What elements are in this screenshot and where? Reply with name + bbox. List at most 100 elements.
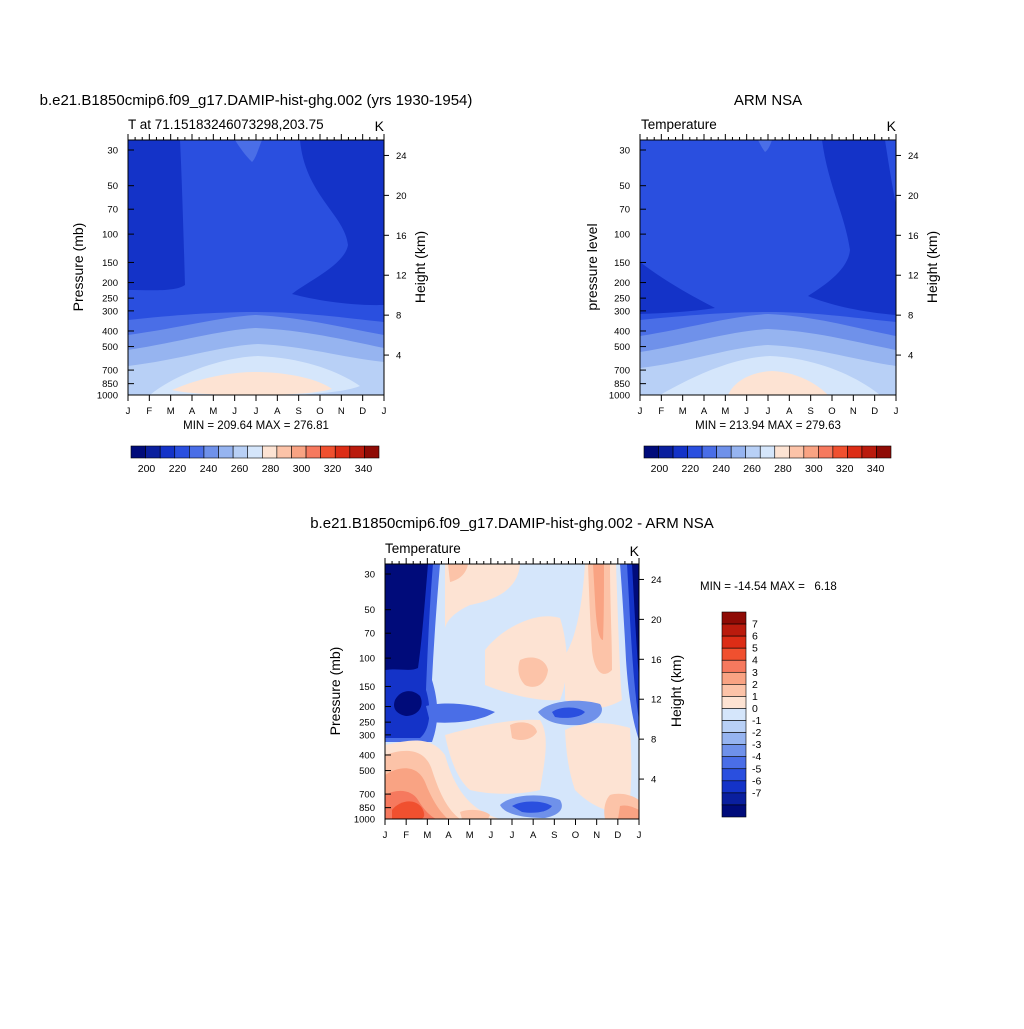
panel-diff-contours	[385, 564, 639, 819]
panel-model-colorbar-box	[276, 445, 292, 459]
panel-model-y2tick-label: 20	[396, 191, 407, 202]
panel-obs-xtick-label: J	[744, 406, 749, 417]
panel-diff-y2tick-label: 4	[651, 775, 656, 786]
panel-obs-colorbar-label: 320	[836, 463, 854, 475]
panel-model-xtick-label: N	[338, 406, 345, 417]
panel-obs-colorbar-box	[759, 445, 776, 459]
panel-diff-colorbar-box	[721, 696, 747, 709]
panel-diff-y2tick-label: 20	[651, 615, 662, 626]
panel-model-ytick-label: 500	[102, 342, 118, 353]
panel-model: b.e21.B1850cmip6.f09_g17.DAMIP-hist-ghg.…	[40, 92, 473, 475]
panel-model-colorbar-label: 320	[324, 463, 342, 475]
panel-diff-xtick-label: M	[423, 830, 431, 841]
panel-model-colorbar-box	[364, 445, 380, 459]
panel-obs-xtick-label: J	[766, 406, 771, 417]
panel-diff-colorbar-box	[721, 635, 747, 649]
panel-model-colorbar-box	[130, 445, 146, 459]
panel-diff-colorbar-label: 7	[752, 619, 758, 631]
panel-model-colorbar-label: 240	[200, 463, 218, 475]
panel-model-ytick-label: 400	[102, 326, 118, 337]
panel-diff: b.e21.B1850cmip6.f09_g17.DAMIP-hist-ghg.…	[310, 515, 837, 841]
panel-diff-colorbar-box	[721, 659, 747, 673]
panel-obs-y2tick-label: 12	[908, 271, 919, 282]
panel-obs-colorbar-box	[832, 445, 848, 459]
panel-obs-y2tick-label: 16	[908, 231, 919, 242]
panel-obs-colorbar-label: 240	[712, 463, 730, 475]
panel-diff-ylabel: Pressure (mb)	[327, 647, 343, 736]
panel-obs-ylabel: pressure level	[584, 223, 600, 310]
panel-diff-colorbar-label: 3	[752, 667, 758, 679]
panel-diff-colorbar-label: -4	[752, 751, 761, 763]
panel-obs-y2tick-label: 8	[908, 311, 913, 322]
panel-obs-ytick-label: 850	[614, 379, 630, 390]
panel-model-ytick-label: 70	[107, 205, 118, 216]
panel-model-title: b.e21.B1850cmip6.f09_g17.DAMIP-hist-ghg.…	[40, 92, 473, 109]
panel-diff-colorbar-box	[721, 804, 747, 818]
panel-diff-colorbar-box	[721, 708, 747, 721]
panel-model-colorbar-label: 340	[355, 463, 373, 475]
panel-diff-colorbar-box	[721, 732, 747, 745]
panel-model-subtitle: T at 71.15183246073298,203.75	[128, 117, 324, 132]
panel-diff-ytick-label: 700	[359, 790, 375, 801]
panel-obs-colorbar-box	[788, 445, 805, 459]
panel-obs-colorbar-box	[861, 445, 877, 459]
panel-diff-colorbar-label: 2	[752, 679, 758, 691]
panel-obs-ytick-label: 500	[614, 342, 630, 353]
panel-diff-colorbar-box	[721, 792, 747, 806]
panel-obs-colorbar-label: 220	[682, 463, 700, 475]
panel-diff-xtick-label: O	[572, 830, 579, 841]
panel-diff-xtick-label: F	[403, 830, 409, 841]
panel-obs-colorbar-box	[847, 445, 863, 459]
panel-model-y2tick-label: 8	[396, 311, 401, 322]
panel-obs-stats: MIN = 213.94 MAX = 279.63	[695, 420, 841, 432]
panel-model-colorbar-box	[145, 445, 161, 459]
panel-model-colorbar-label: 200	[138, 463, 156, 475]
panel-model-xtick-label: D	[359, 406, 366, 417]
panel-diff-ytick-label: 400	[359, 750, 375, 761]
panel-model-ytick-label: 250	[102, 294, 118, 305]
panel-diff-stats: MIN = -14.54 MAX = 6.18	[700, 581, 837, 593]
panel-model-xtick-label: O	[316, 406, 323, 417]
panel-model-colorbar-box	[261, 445, 278, 459]
panel-diff-xtick-label: J	[488, 830, 493, 841]
panel-obs-xtick-label: D	[871, 406, 878, 417]
panel-model-colorbar-box	[291, 445, 307, 459]
panel-model-stats: MIN = 209.64 MAX = 276.81	[183, 420, 329, 432]
panel-diff-colorbar-label: -2	[752, 727, 761, 739]
panel-diff-colorbar-label: 6	[752, 631, 758, 643]
panel-diff-ytick-label: 500	[359, 766, 375, 777]
panel-model-colorbar-box	[189, 445, 205, 459]
panel-model-xtick-label: A	[189, 406, 196, 417]
panel-diff-colorbar-box	[721, 744, 747, 758]
panel-obs-colorbar-box	[730, 445, 747, 459]
panel-obs-colorbar-box	[818, 445, 834, 459]
panel-model-colorbar-label: 220	[169, 463, 187, 475]
panel-model-colorbar-box	[247, 445, 263, 459]
panel-model-y2tick-label: 16	[396, 231, 407, 242]
panel-obs-colorbar-box	[701, 445, 717, 459]
panel-obs-xtick-label: N	[850, 406, 857, 417]
panel-diff-xtick-label: J	[510, 830, 515, 841]
panel-obs-units: K	[887, 118, 897, 134]
panel-obs-ytick-label: 100	[614, 230, 630, 241]
panel-obs-ytick-label: 200	[614, 278, 630, 289]
panel-diff-ytick-label: 70	[364, 629, 375, 640]
panel-obs-xtick-label: O	[828, 406, 835, 417]
panel-obs-colorbar-box	[876, 445, 892, 459]
panel-diff-units: K	[630, 543, 640, 559]
panel-diff-xtick-label: A	[445, 830, 452, 841]
panel-model-colorbar-box	[305, 445, 321, 459]
panel-obs-xtick-label: M	[721, 406, 729, 417]
panel-model-colorbar-box	[174, 445, 190, 459]
panel-obs-colorbar-box	[803, 445, 819, 459]
panel-obs-ytick-label: 50	[619, 181, 630, 192]
panel-model-colorbar-box	[334, 445, 351, 459]
panel-model-units: K	[375, 118, 385, 134]
panel-obs-y2label: Height (km)	[924, 231, 940, 303]
panel-model-xtick-label: F	[146, 406, 152, 417]
panel-diff-colorbar-label: 5	[752, 643, 758, 655]
panel-diff-y2tick-label: 8	[651, 735, 656, 746]
panel-model-colorbar-label: 260	[231, 463, 249, 475]
panel-diff-xtick-label: N	[593, 830, 600, 841]
panel-model-colorbar-box	[159, 445, 176, 459]
